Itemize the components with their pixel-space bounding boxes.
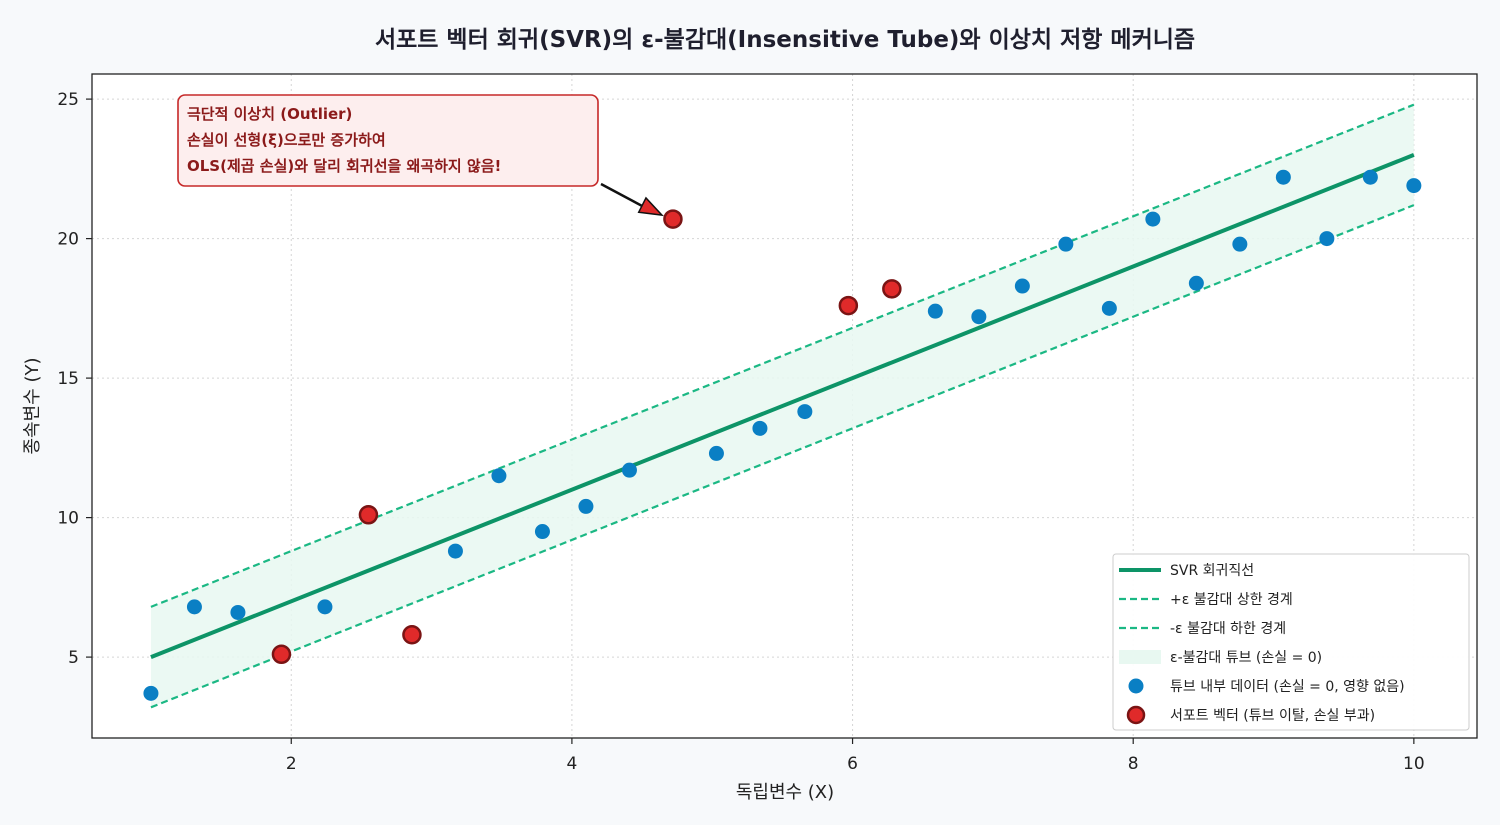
- annotation-text-line: 손실이 선형(ξ)으로만 증가하여: [187, 131, 386, 149]
- inside-point: [1014, 278, 1030, 294]
- inside-point: [1406, 178, 1422, 194]
- support-vector-point: [402, 625, 422, 645]
- legend-swatch-support-vector: [1126, 705, 1146, 725]
- annotation-text-line: OLS(제곱 손실)와 달리 회귀선을 왜곡하지 않음!: [187, 157, 501, 175]
- inside-point: [230, 604, 246, 620]
- y-tick-label: 25: [57, 90, 79, 110]
- annotation-arrow-head: [637, 196, 664, 217]
- legend-label: 서포트 벡터 (튜브 이탈, 손실 부과): [1170, 708, 1375, 724]
- inside-point: [1188, 275, 1204, 291]
- outlier-annotation: 극단적 이상치 (Outlier) 손실이 선형(ξ)으로만 증가하여 OLS(제곱…: [177, 94, 664, 217]
- lower-boundary-line: [150, 204, 1415, 709]
- legend: SVR 회귀직선 +ε 불감대 상한 경계 -ε 불감대 하한 경계 ε-불감대 튜브…: [1112, 553, 1470, 731]
- x-tick-label: 4: [566, 754, 577, 774]
- legend-label: -ε 불감대 하한 경계: [1170, 621, 1286, 637]
- inside-point: [1058, 236, 1074, 252]
- support-vector-point: [838, 295, 859, 316]
- plot-area: 2 4 6 8 10 5 10 15 20 25 극단적 이상치 (Outlier) 손실이 선형(ξ…: [57, 73, 1478, 774]
- legend-label: 튜브 내부 데이터 (손실 = 0, 영향 없음): [1170, 679, 1405, 695]
- svr-regression-line: [150, 153, 1415, 659]
- inside-point: [143, 685, 159, 701]
- inside-point: [621, 462, 637, 478]
- inside-point: [447, 543, 463, 559]
- inside-point: [186, 599, 202, 615]
- y-axis-label: 종속변수 (Y): [22, 357, 43, 454]
- chart-title: 서포트 벡터 회귀(SVR)의 ε-불감대(Insensitive Tube)와…: [375, 27, 1195, 53]
- x-tick-label: 6: [847, 754, 858, 774]
- x-tick-label: 8: [1128, 754, 1139, 774]
- y-tick-label: 10: [57, 509, 79, 529]
- annotation-box: [177, 94, 599, 187]
- y-tick-label: 20: [57, 230, 79, 250]
- support-vector-point: [663, 209, 683, 229]
- inside-point: [534, 524, 550, 540]
- inside-point: [1362, 169, 1378, 185]
- inside-point: [1319, 231, 1335, 247]
- annotation-arrow-line: [600, 182, 649, 211]
- support-vector-point: [882, 279, 902, 299]
- inside-point: [491, 468, 507, 484]
- legend-swatch-inside-point: [1128, 678, 1144, 694]
- inside-point: [797, 404, 813, 420]
- inside-point: [971, 309, 987, 325]
- support-vector-point: [358, 505, 379, 525]
- inside-point: [708, 445, 724, 461]
- inside-point: [1232, 236, 1248, 252]
- inside-point: [578, 498, 594, 514]
- inside-point: [1275, 169, 1291, 185]
- x-axis-label: 독립변수 (X): [736, 782, 834, 803]
- legend-label: +ε 불감대 상한 경계: [1170, 592, 1293, 608]
- y-tick-label: 15: [57, 369, 79, 389]
- support-vector-point: [271, 644, 292, 665]
- x-tick-label: 2: [286, 754, 297, 774]
- legend-swatch-tube: [1119, 650, 1161, 664]
- legend-frame: [1112, 553, 1470, 731]
- y-tick-label: 5: [68, 648, 79, 668]
- annotation-text-line: 극단적 이상치 (Outlier): [187, 105, 352, 123]
- x-tick-label: 10: [1403, 754, 1425, 774]
- legend-label: ε-불감대 튜브 (손실 = 0): [1170, 650, 1322, 666]
- inside-point: [317, 599, 333, 615]
- upper-boundary-line: [150, 103, 1415, 608]
- plot-frame: [91, 73, 1478, 739]
- inside-point: [1145, 211, 1161, 227]
- inside-point: [927, 303, 943, 319]
- inside-point: [1101, 300, 1117, 316]
- legend-label: SVR 회귀직선: [1170, 563, 1254, 579]
- inside-point: [752, 420, 768, 436]
